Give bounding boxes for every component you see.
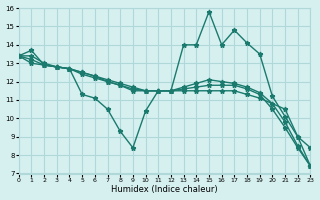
X-axis label: Humidex (Indice chaleur): Humidex (Indice chaleur) (111, 185, 218, 194)
